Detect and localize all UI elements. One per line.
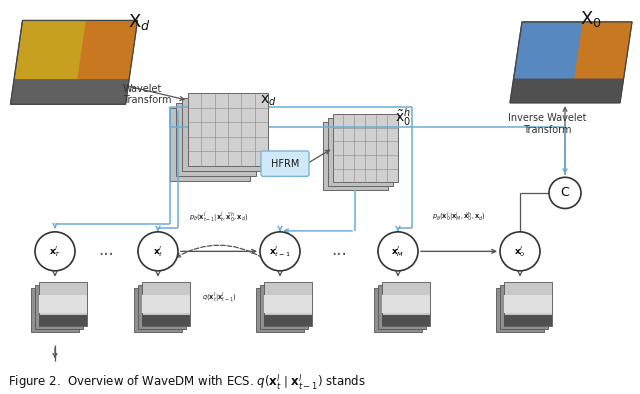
Text: $\tilde{\mathrm{x}}_0^h$: $\tilde{\mathrm{x}}_0^h$ xyxy=(395,106,411,128)
Polygon shape xyxy=(570,22,632,103)
Polygon shape xyxy=(504,295,552,313)
Text: $\mathrm{X}_d$: $\mathrm{X}_d$ xyxy=(128,12,150,32)
Polygon shape xyxy=(504,282,552,326)
Polygon shape xyxy=(323,122,387,190)
Circle shape xyxy=(35,232,75,271)
Polygon shape xyxy=(382,282,430,326)
Text: $q(\mathbf{x}_t^l|\mathbf{x}_{t-1}^l)$: $q(\mathbf{x}_t^l|\mathbf{x}_{t-1}^l)$ xyxy=(202,290,236,304)
Polygon shape xyxy=(134,288,182,332)
Polygon shape xyxy=(142,295,190,313)
Text: $\mathbf{x}_t^l$: $\mathbf{x}_t^l$ xyxy=(153,244,163,259)
Polygon shape xyxy=(188,93,268,166)
Text: $\mathbf{x}_{t-1}^l$: $\mathbf{x}_{t-1}^l$ xyxy=(269,244,291,259)
Polygon shape xyxy=(39,282,87,326)
Circle shape xyxy=(260,232,300,271)
Circle shape xyxy=(549,177,581,208)
Polygon shape xyxy=(328,118,392,186)
Circle shape xyxy=(378,232,418,271)
Text: ···: ··· xyxy=(99,246,115,264)
Polygon shape xyxy=(142,315,190,326)
Polygon shape xyxy=(176,103,256,176)
Polygon shape xyxy=(264,282,312,326)
Text: $\mathrm{X}_0$: $\mathrm{X}_0$ xyxy=(580,9,602,30)
Text: Inverse Wavelet
Transform: Inverse Wavelet Transform xyxy=(508,113,586,135)
Circle shape xyxy=(500,232,540,271)
Polygon shape xyxy=(382,315,430,326)
Polygon shape xyxy=(31,288,79,332)
Polygon shape xyxy=(264,295,312,313)
Text: $\mathbf{x}_0^l$: $\mathbf{x}_0^l$ xyxy=(515,244,525,259)
Polygon shape xyxy=(510,22,632,103)
Text: $\mathbf{x}_T^l$: $\mathbf{x}_T^l$ xyxy=(49,244,61,259)
Polygon shape xyxy=(74,20,138,104)
Polygon shape xyxy=(142,282,190,326)
Polygon shape xyxy=(182,98,262,171)
Text: $\mathrm{x}_d$: $\mathrm{x}_d$ xyxy=(260,93,276,108)
Text: $p_\theta(\mathbf{x}_0^l|\mathbf{x}_M^l,\tilde{\mathbf{x}}_0^h,\mathbf{x}_d)$: $p_\theta(\mathbf{x}_0^l|\mathbf{x}_M^l,… xyxy=(432,211,486,224)
Polygon shape xyxy=(260,285,308,329)
Text: HFRM: HFRM xyxy=(271,159,299,169)
Polygon shape xyxy=(374,288,422,332)
Polygon shape xyxy=(510,78,623,103)
Polygon shape xyxy=(39,315,87,326)
Text: Figure 2.  Overview of WaveDM with ECS. $q(\mathbf{x}_t^l \mid \mathbf{x}_{t-1}^: Figure 2. Overview of WaveDM with ECS. $… xyxy=(8,372,365,392)
Polygon shape xyxy=(170,108,250,181)
Polygon shape xyxy=(496,288,544,332)
Polygon shape xyxy=(256,288,304,332)
Polygon shape xyxy=(504,315,552,326)
Polygon shape xyxy=(264,315,312,326)
Polygon shape xyxy=(500,285,548,329)
Text: Wavelet
Transform: Wavelet Transform xyxy=(123,84,172,105)
Polygon shape xyxy=(138,285,186,329)
Polygon shape xyxy=(382,295,430,313)
Text: $\mathbf{x}_M^l$: $\mathbf{x}_M^l$ xyxy=(392,244,404,259)
FancyBboxPatch shape xyxy=(261,151,309,177)
Text: C: C xyxy=(561,186,570,199)
Polygon shape xyxy=(378,285,426,329)
Polygon shape xyxy=(39,295,87,313)
Polygon shape xyxy=(10,20,138,104)
Text: $p_\theta(\mathbf{x}_{t-1}^l|\mathbf{x}_t^l,\tilde{\mathbf{x}}_0^h,\mathbf{x}_d): $p_\theta(\mathbf{x}_{t-1}^l|\mathbf{x}_… xyxy=(189,210,248,224)
Text: ···: ··· xyxy=(331,246,347,264)
Polygon shape xyxy=(10,79,129,104)
Polygon shape xyxy=(35,285,83,329)
Circle shape xyxy=(138,232,178,271)
Polygon shape xyxy=(333,114,397,182)
